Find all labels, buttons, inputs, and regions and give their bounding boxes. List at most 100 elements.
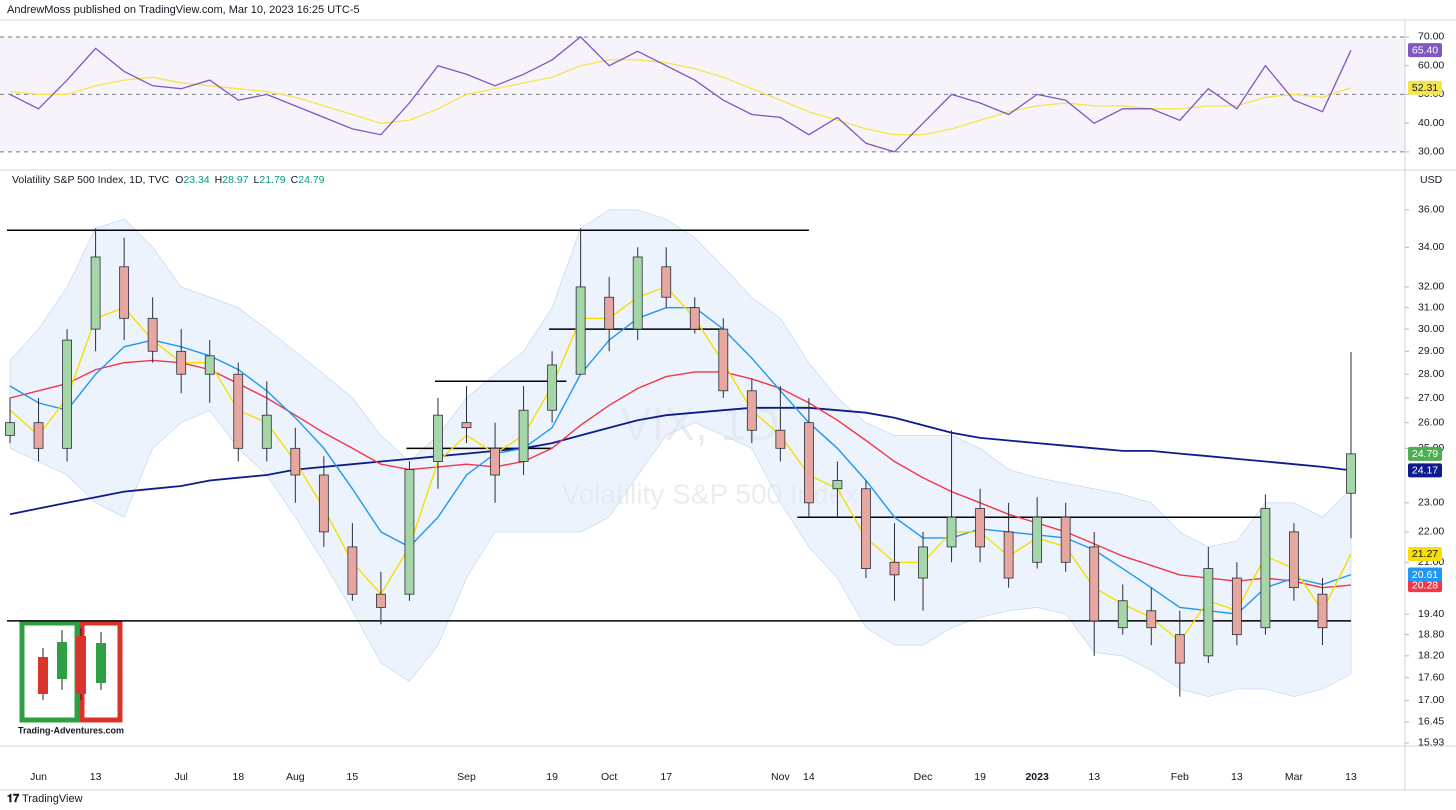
candle-body <box>861 488 871 569</box>
time-label: 13 <box>90 771 102 783</box>
candle-body <box>775 429 786 449</box>
price-tick-label: 26.00 <box>1418 416 1444 428</box>
candle-body <box>1117 600 1128 629</box>
candle-body <box>1003 531 1014 579</box>
time-label: Dec <box>914 771 933 783</box>
candle-body <box>632 256 643 330</box>
candle-body <box>1146 610 1157 629</box>
rsi-value-badge: 65.40 <box>1412 44 1438 56</box>
candle-body <box>1231 577 1242 636</box>
moving-average <box>9 307 1352 615</box>
ohlc-label: C <box>291 174 299 186</box>
price-tick-label: 16.45 <box>1418 716 1444 728</box>
price-tick-label: 34.00 <box>1418 241 1444 253</box>
price-tick-label: 18.80 <box>1418 628 1444 640</box>
time-label: Feb <box>1171 771 1189 783</box>
ma-value-badge: 20.61 <box>1412 569 1438 581</box>
candle-body <box>1032 516 1043 563</box>
rsi-tick-label: 30.00 <box>1418 146 1444 158</box>
ohlc-value: 28.97 <box>222 174 248 186</box>
ohlc-label: O <box>175 174 183 186</box>
ohlc-label: H <box>215 174 223 186</box>
ohlc-value: 23.34 <box>183 174 209 186</box>
candle-body <box>318 474 329 533</box>
ma-value-badge-bg <box>1408 463 1442 478</box>
candle-body <box>918 546 928 579</box>
candle-body <box>90 256 101 330</box>
price-tick-label: 36.00 <box>1418 204 1444 216</box>
candle-body <box>1203 568 1214 657</box>
time-label: Aug <box>286 771 305 783</box>
candle-body <box>1317 593 1328 629</box>
candle-body <box>376 593 386 608</box>
rsi-value-badge: 52.31 <box>1412 82 1438 94</box>
time-label: 19 <box>546 771 558 783</box>
price-tick-label: 30.00 <box>1418 323 1444 335</box>
rsi-line <box>9 36 1352 153</box>
currency: USD <box>1420 174 1443 186</box>
price-tick-label: 32.00 <box>1418 281 1444 293</box>
price-tick-label: 22.00 <box>1418 526 1444 538</box>
ma-value-badge-bg <box>1408 578 1442 593</box>
candle-body <box>1089 546 1100 622</box>
ohlc-label: L <box>254 174 260 186</box>
candle-body <box>62 339 72 449</box>
symbol-title: Volatility S&P 500 Index, 1D, TVC <box>12 174 170 186</box>
footer-icon: 𝟏𝟕 <box>7 793 20 805</box>
candle-body <box>176 350 187 375</box>
rsi-value-badge-bg <box>1408 43 1442 58</box>
ohlc-value: 24.79 <box>298 174 324 186</box>
time-label: 15 <box>347 771 359 783</box>
candle-body <box>889 561 900 576</box>
candle-body <box>518 409 529 462</box>
candle-body <box>718 328 729 392</box>
price-tick-label: 27.00 <box>1418 392 1444 404</box>
logo-candle <box>76 636 86 694</box>
close-badge-bg <box>1408 446 1442 461</box>
ma-value-badge: 24.17 <box>1412 465 1438 477</box>
logo-text: Trading-Adventures.com <box>18 725 124 735</box>
candle-body <box>689 307 700 330</box>
price-tick-label: 15.93 <box>1418 737 1444 749</box>
time-label: 13 <box>1345 771 1357 783</box>
candle-body <box>604 296 615 330</box>
price-tick-label: 28.00 <box>1418 368 1444 380</box>
ohlc-value: 21.79 <box>259 174 285 186</box>
ma-value-badge: 21.27 <box>1412 548 1438 560</box>
time-label: 19 <box>974 771 986 783</box>
candle-body <box>5 422 15 436</box>
candle-body <box>746 390 757 431</box>
logo: Trading-Adventures.com <box>18 620 124 735</box>
candle-body <box>290 447 301 476</box>
footer-brand: TradingView <box>22 793 83 805</box>
price-tick-label: 18.20 <box>1418 650 1444 662</box>
candle-body <box>547 364 558 411</box>
price-tick-label: 23.00 <box>1418 497 1444 509</box>
time-label: Jul <box>174 771 187 783</box>
candle-body <box>661 266 672 298</box>
rsi-tick-label: 40.00 <box>1418 117 1444 129</box>
price-tick-label: 29.00 <box>1418 345 1444 357</box>
price-tick-label: 17.00 <box>1418 694 1444 706</box>
price-tick-label: 19.40 <box>1418 608 1444 620</box>
candle-body <box>832 480 843 490</box>
candle-body <box>490 447 500 476</box>
price-tick-label: 31.00 <box>1418 301 1444 313</box>
candle-body <box>404 469 415 595</box>
time-label: Nov <box>771 771 790 783</box>
candle-body <box>347 546 358 595</box>
candle-body <box>1289 531 1299 589</box>
time-label: 14 <box>803 771 815 783</box>
candle-body <box>204 355 215 375</box>
candle-body <box>1346 453 1356 494</box>
candle-body <box>461 422 472 429</box>
candle-body <box>233 373 244 449</box>
candle-body <box>433 414 443 462</box>
time-label: 17 <box>660 771 672 783</box>
candle-body <box>261 414 272 449</box>
time-label: Sep <box>457 771 476 783</box>
candle-body <box>119 266 130 319</box>
time-label: Oct <box>601 771 617 783</box>
rsi-tick-label: 70.00 <box>1418 31 1444 43</box>
